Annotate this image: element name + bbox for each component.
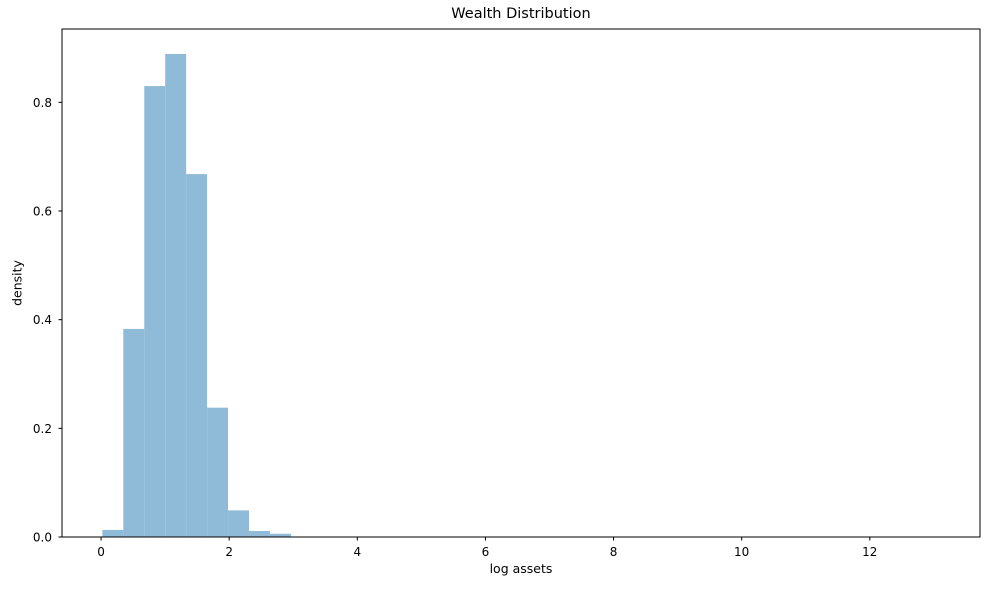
histogram-bar	[186, 174, 208, 537]
x-tick-label: 12	[862, 545, 877, 559]
x-tick-label: 10	[734, 545, 749, 559]
y-tick-label: 0.4	[33, 313, 52, 327]
histogram-bar	[123, 328, 145, 537]
y-tick-label: 0.2	[33, 422, 52, 436]
x-tick-label: 4	[353, 545, 361, 559]
x-axis-label: log assets	[489, 561, 553, 576]
axes-spines	[61, 28, 981, 538]
histogram-bar	[207, 407, 229, 537]
x-tick-label: 6	[482, 545, 490, 559]
histogram-bar	[269, 533, 291, 537]
histogram-bar	[249, 531, 270, 537]
y-tick-label: 0.0	[33, 531, 52, 545]
y-tick-label: 0.6	[33, 205, 52, 219]
histogram-bar	[165, 53, 187, 538]
histogram-bar	[228, 510, 249, 537]
chart-title: Wealth Distribution	[451, 6, 591, 22]
x-tick-label: 8	[610, 545, 618, 559]
x-tick-label: 0	[97, 545, 105, 559]
x-tick-label: 2	[225, 545, 233, 559]
histogram-bar	[144, 86, 166, 538]
histogram-bar	[102, 529, 124, 537]
y-tick-label: 0.8	[33, 96, 52, 110]
